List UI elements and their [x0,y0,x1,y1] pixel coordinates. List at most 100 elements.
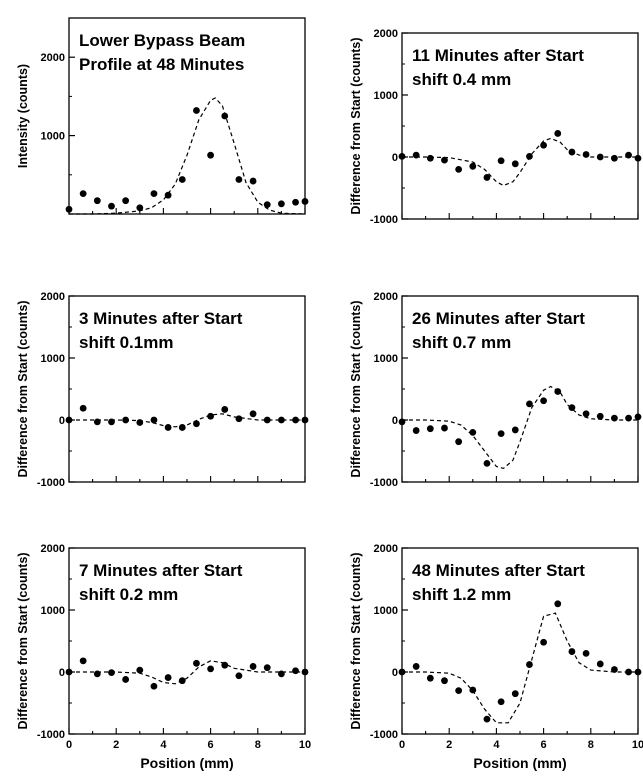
data-point [249,663,257,670]
x-tick-label: 8 [588,739,594,751]
data-point [441,156,448,164]
y-tick-label: 1000 [374,353,398,365]
data-point [526,661,533,668]
data-point [164,424,172,431]
data-point [65,416,73,424]
data-point [483,715,491,723]
data-point [412,151,420,159]
y-axis-label: Intensity (counts) [16,64,30,168]
fit-curve [402,385,638,470]
fit-curve [402,612,638,724]
y-tick-label: 2000 [374,28,398,40]
chart-panel-3: -1000 0 1000 2000 3 Minutes after Start shift… [16,291,309,489]
x-tick-label: 10 [632,739,643,751]
x-tick-label: 4 [160,739,167,751]
data-point [93,418,101,426]
y-tick-label: -1000 [37,729,65,741]
data-point [497,698,505,706]
data-point [178,176,186,183]
data-point [497,430,505,438]
data-point [164,674,172,681]
data-point [426,674,434,682]
data-point [249,177,257,185]
data-point [79,404,87,412]
data-point [278,200,285,208]
x-tick-label: 4 [493,739,500,751]
chart-subtitle: shift 0.1mm [79,333,173,352]
data-point [625,668,632,676]
y-tick-label: 2000 [41,291,65,303]
data-point [108,669,115,677]
chart-panel-4: -1000 0 1000 2000 26 Minutes after Start shif… [349,291,642,489]
y-tick-label: 0 [59,667,65,679]
data-point [193,420,200,428]
data-point [79,657,87,665]
x-tick-label: 6 [208,739,214,751]
data-point [634,413,642,421]
x-tick-label: 0 [66,739,72,751]
y-tick-label: 0 [392,152,398,164]
x-tick-label: 2 [446,739,452,751]
y-axis-label: Difference from Start (counts) [16,300,30,477]
y-tick-label: 2000 [374,291,398,303]
data-point [568,148,576,156]
y-tick-label: 2000 [41,52,65,64]
y-tick-label: 1000 [41,353,65,365]
data-point [263,664,271,672]
y-tick-label: 0 [392,415,398,427]
data-point [122,676,130,683]
data-point [292,198,299,206]
y-tick-label: -1000 [370,477,398,489]
data-point [596,412,604,420]
y-axis-label: Difference from Start (counts) [16,552,30,729]
data-point [207,412,215,420]
data-point [554,130,562,137]
data-point [150,416,158,424]
y-tick-label: -1000 [37,477,65,489]
data-point [108,202,115,210]
data-point [178,424,186,431]
x-tick-label: 10 [299,739,311,751]
data-point [235,176,243,183]
data-point [136,204,144,212]
data-point [634,668,642,676]
chart-title: 7 Minutes after Start [79,561,243,580]
data-point [426,425,434,433]
data-point [625,151,632,159]
chart-panel-2: -1000 0 1000 2000 11 Minutes after Start shif… [349,28,642,226]
data-point [554,388,562,395]
y-tick-label: 1000 [374,90,398,102]
data-point [93,197,101,205]
data-point [511,426,519,434]
x-axis-label: Position (mm) [473,755,566,771]
chart-panel-1: 1000 2000 Lower Bypass Beam Profile at 48 M… [16,17,309,215]
y-tick-label: -1000 [370,214,398,226]
data-point [455,166,463,173]
chart-subtitle: shift 0.2 mm [79,585,178,604]
data-point [483,174,491,181]
fit-curve [69,660,305,685]
fit-curve [69,97,306,215]
data-point [469,162,477,170]
y-tick-label: 1000 [374,605,398,617]
data-point [221,661,229,669]
data-point [207,665,215,673]
data-point [398,418,406,426]
data-point [441,677,448,685]
data-point [596,660,604,668]
chart-title: 11 Minutes after Start [412,46,584,65]
data-point [292,667,299,675]
chart-title: 48 Minutes after Start [412,561,585,580]
x-tick-label: 8 [255,739,261,751]
data-point [611,154,618,162]
chart-title: 3 Minutes after Start [79,309,243,328]
x-tick-label: 0 [399,739,405,751]
chart-subtitle: shift 0.7 mm [412,333,511,352]
data-point [426,154,434,162]
data-point [540,141,547,149]
x-tick-label: 2 [113,739,119,751]
data-point [235,672,243,680]
chart-subtitle: shift 0.4 mm [412,70,511,89]
data-point [122,197,130,205]
